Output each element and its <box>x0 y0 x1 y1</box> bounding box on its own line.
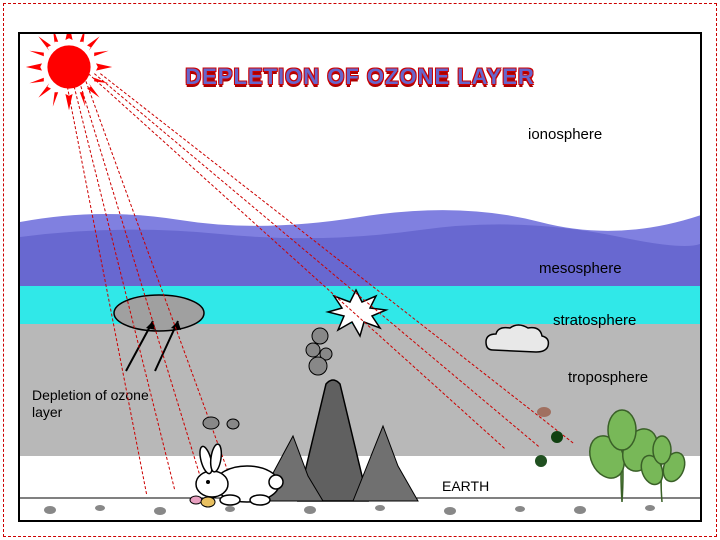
troposphere-label: troposphere <box>568 369 648 386</box>
plant-icon <box>582 402 692 506</box>
stratosphere-label: stratosphere <box>553 312 636 329</box>
sun-icon <box>24 32 114 112</box>
cloud-right <box>478 322 556 360</box>
rabbit-icon <box>182 442 292 508</box>
mesosphere-label: mesosphere <box>539 260 622 277</box>
rock-icon <box>226 418 240 430</box>
dot-icon <box>534 454 548 468</box>
diagram-frame: DEPLETION OF OZONE LAYER ionosphere meso… <box>18 32 702 522</box>
ionosphere-label: ionosphere <box>528 126 602 143</box>
dot-icon <box>536 406 552 418</box>
depletion-arrow-2 <box>150 316 190 376</box>
rock-icon <box>202 416 220 430</box>
diagram-title: DEPLETION OF OZONE LAYER <box>185 64 535 90</box>
earth-label: EARTH <box>442 478 489 494</box>
dot-icon <box>550 430 564 444</box>
